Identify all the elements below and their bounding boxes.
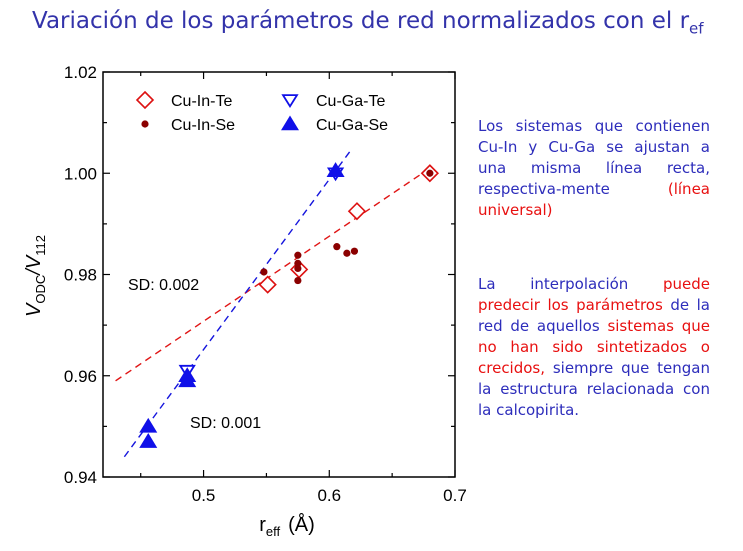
legend-label-cu-in-se: Cu-In-Se xyxy=(171,117,235,134)
slide-title-main: Variación de los parámetros de red norma… xyxy=(32,8,690,34)
p1-highlight: (línea universal) xyxy=(478,180,710,219)
point-cu-ga-se xyxy=(178,367,197,383)
axes-frame xyxy=(102,71,456,478)
legend: Cu-In-Te Cu-In-Se Cu-Ga-Te Cu-Ga-Se xyxy=(135,90,388,134)
point-cu-ga-se xyxy=(139,417,158,433)
x-tick-label: 0.7 xyxy=(443,486,467,505)
point-cu-ga-se xyxy=(139,433,158,448)
p2-highlight-b: sistemas que no han sido sintetizados o … xyxy=(478,317,710,377)
point-cu-in-se xyxy=(426,169,434,177)
x-axis-label: reff (Å) xyxy=(259,513,315,539)
fit-line-in xyxy=(115,167,431,382)
point-cu-in-te xyxy=(347,202,367,221)
explanation-paragraph-2: La interpolación puede predecir los pará… xyxy=(478,274,710,421)
y-tick-label: 0.96 xyxy=(64,367,97,386)
fit-line-ga xyxy=(123,150,352,458)
point-cu-ga-se xyxy=(326,162,345,178)
x-tick-label: 0.5 xyxy=(192,486,216,505)
sd-label-ga: SD: 0.001 xyxy=(190,415,261,432)
point-cu-in-se xyxy=(294,251,302,259)
legend-marker-cu-in-se xyxy=(141,120,149,128)
p2-text-c: siempre que tengan la estructura relacio… xyxy=(478,359,710,419)
y-tick-label: 0.94 xyxy=(64,468,97,487)
y-tick-label: 1.00 xyxy=(64,164,97,183)
data-points xyxy=(139,162,439,448)
p2-highlight-a: puede predecir los parámetros xyxy=(478,275,710,314)
x-tick-label: 0.6 xyxy=(317,486,341,505)
tick-labels: 0.94 0.96 0.98 1.00 1.02 0.5 0.6 0.7 xyxy=(64,63,467,505)
point-cu-in-se xyxy=(260,268,268,276)
y-tick-label: 0.98 xyxy=(64,266,97,285)
point-cu-in-se xyxy=(350,247,359,255)
y-axis-label: VODC/V112 xyxy=(23,235,48,317)
point-cu-in-se xyxy=(294,264,302,273)
plot-frame xyxy=(102,71,456,478)
legend-label-cu-in-te: Cu-In-Te xyxy=(171,93,232,110)
p2-text-b: de la red de aquellos xyxy=(478,296,710,335)
annotations: SD: 0.002 SD: 0.001 xyxy=(128,277,261,432)
sd-label-in: SD: 0.002 xyxy=(128,277,199,294)
slide-title: Variación de los parámetros de red norma… xyxy=(32,8,704,38)
point-cu-in-se xyxy=(343,249,351,257)
legend-label-cu-ga-te: Cu-Ga-Te xyxy=(316,93,385,110)
y-tick-label: 1.02 xyxy=(64,63,97,82)
fit-lines xyxy=(115,150,431,458)
point-cu-in-se xyxy=(333,243,341,251)
legend-marker-cu-in-te xyxy=(135,90,155,110)
legend-label-cu-ga-se: Cu-Ga-Se xyxy=(316,117,388,134)
legend-marker-cu-ga-se xyxy=(281,115,299,131)
point-cu-in-te xyxy=(258,275,277,294)
point-cu-in-se xyxy=(294,276,302,285)
slide-title-subscript: ef xyxy=(689,19,704,38)
legend-marker-cu-ga-te xyxy=(281,94,299,108)
explanation-paragraph-1: Los sistemas que contienen Cu-In y Cu-Ga… xyxy=(478,116,710,221)
point-cu-in-se xyxy=(294,259,302,267)
p2-text-a: La interpolación xyxy=(478,275,663,293)
p1-text: Los sistemas que contienen Cu-In y Cu-Ga… xyxy=(478,117,710,198)
